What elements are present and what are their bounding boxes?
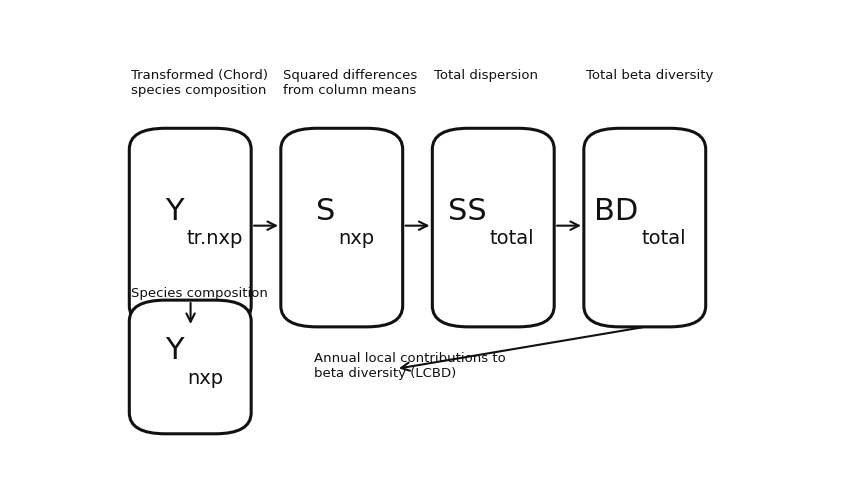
Text: Y: Y: [165, 336, 184, 366]
FancyBboxPatch shape: [433, 128, 554, 327]
Text: Squared differences
from column means: Squared differences from column means: [283, 69, 417, 97]
Text: Annual local contributions to
beta diversity (LCBD): Annual local contributions to beta diver…: [314, 352, 506, 380]
Text: Species composition: Species composition: [131, 287, 268, 300]
Text: nxp: nxp: [187, 369, 223, 388]
Text: SS: SS: [448, 197, 487, 226]
Text: S: S: [316, 197, 335, 226]
FancyBboxPatch shape: [280, 128, 403, 327]
Text: nxp: nxp: [338, 230, 375, 248]
FancyBboxPatch shape: [129, 300, 252, 434]
Text: Total dispersion: Total dispersion: [434, 69, 538, 82]
Text: total: total: [490, 230, 535, 248]
Text: BD: BD: [594, 197, 638, 226]
Text: Total beta diversity: Total beta diversity: [586, 69, 713, 82]
Text: tr.nxp: tr.nxp: [187, 230, 243, 248]
Text: total: total: [642, 230, 686, 248]
Text: Y: Y: [165, 197, 184, 226]
Text: Transformed (Chord)
species composition: Transformed (Chord) species composition: [131, 69, 269, 97]
FancyBboxPatch shape: [129, 128, 252, 327]
FancyBboxPatch shape: [584, 128, 706, 327]
